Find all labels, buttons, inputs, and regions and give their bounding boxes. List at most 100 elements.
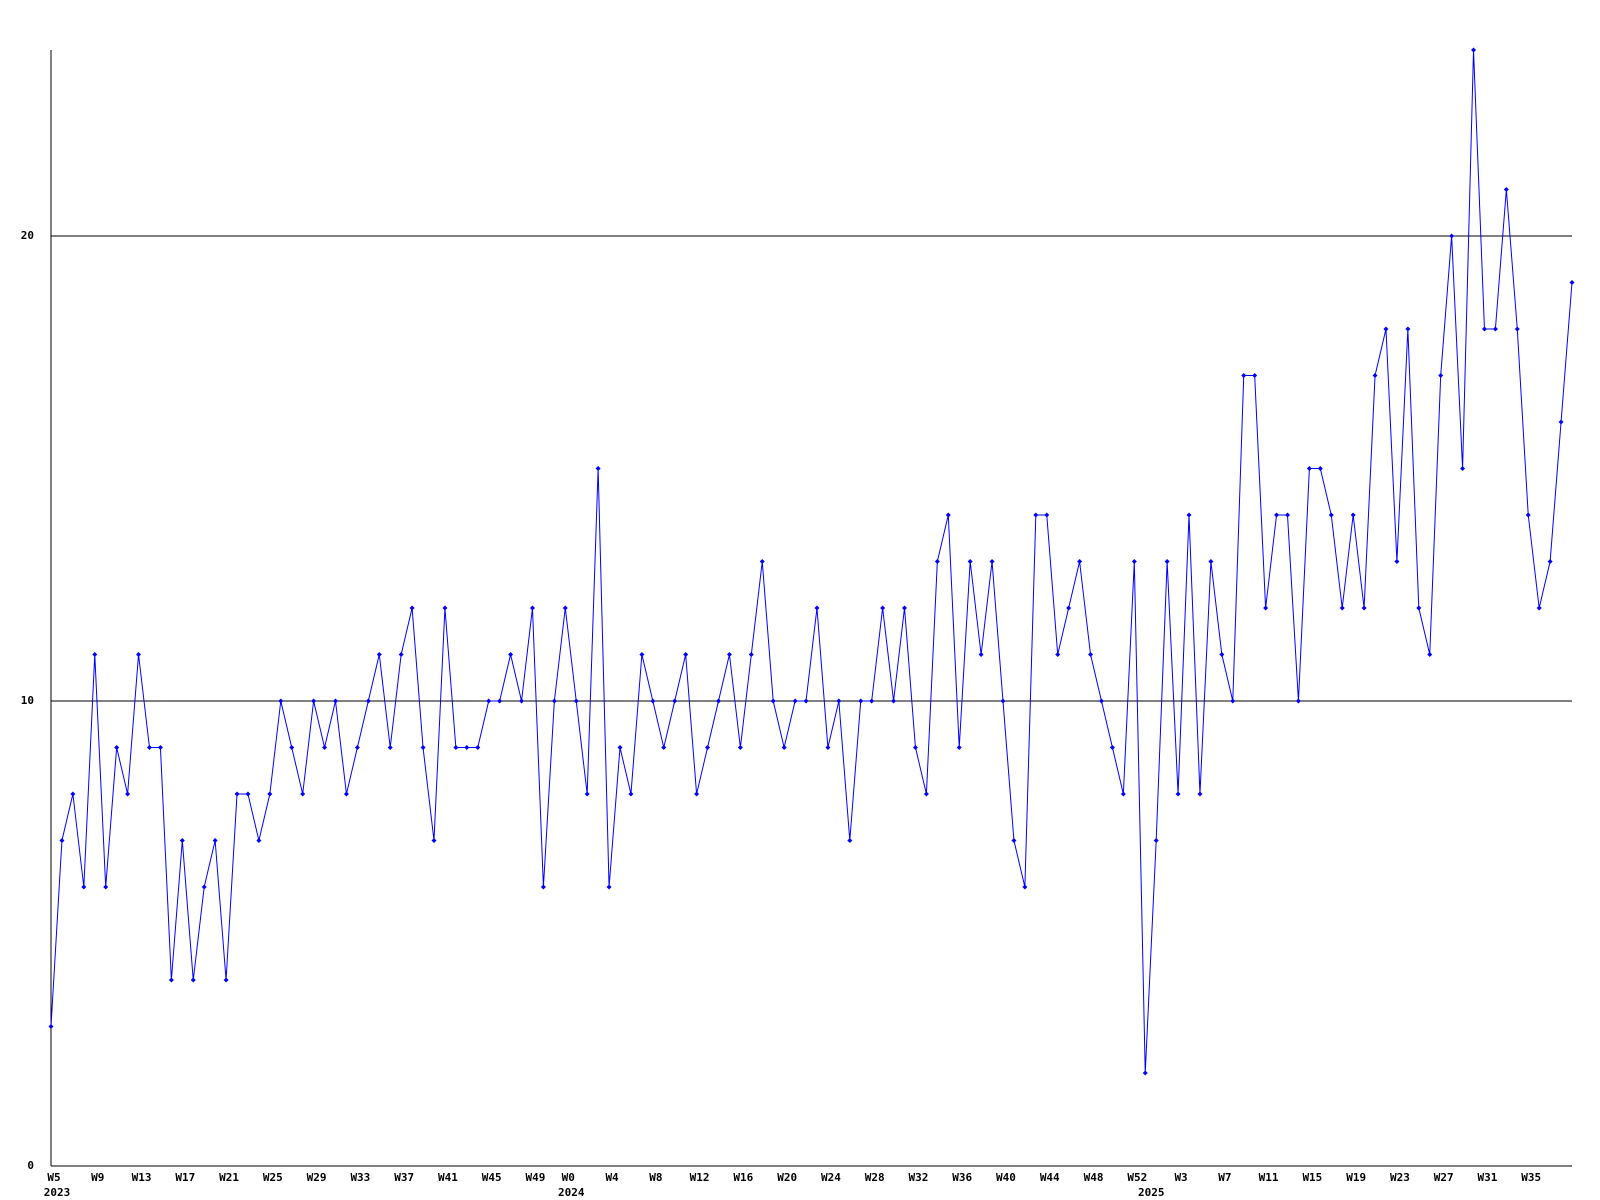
year-label: 2023 bbox=[44, 1186, 71, 1199]
data-point bbox=[1339, 605, 1345, 611]
data-point bbox=[1109, 745, 1115, 750]
x-tick-label: W45 bbox=[482, 1171, 502, 1184]
data-point bbox=[1175, 791, 1181, 797]
data-point bbox=[1558, 419, 1564, 425]
data-point bbox=[212, 838, 218, 843]
x-tick-label: W27 bbox=[1434, 1171, 1454, 1184]
data-point bbox=[1383, 326, 1389, 332]
data-point bbox=[956, 745, 962, 750]
data-point bbox=[223, 977, 229, 983]
data-point bbox=[1197, 791, 1203, 797]
data-point bbox=[1274, 512, 1280, 518]
data-point bbox=[1208, 559, 1214, 564]
data-point bbox=[1186, 512, 1192, 518]
data-point bbox=[453, 745, 459, 750]
data-point bbox=[1066, 605, 1072, 611]
data-point bbox=[431, 838, 437, 843]
data-point bbox=[1536, 605, 1542, 611]
x-tick-label: W25 bbox=[263, 1171, 283, 1184]
x-tick-label: W23 bbox=[1390, 1171, 1410, 1184]
data-point bbox=[639, 652, 645, 657]
data-point bbox=[1547, 559, 1553, 564]
data-point bbox=[967, 559, 973, 564]
data-point bbox=[1077, 559, 1083, 564]
data-point bbox=[661, 745, 667, 750]
data-point bbox=[234, 791, 240, 797]
x-tick-label: W36 bbox=[952, 1171, 972, 1184]
data-point bbox=[902, 605, 908, 611]
x-tick-label: W29 bbox=[307, 1171, 327, 1184]
data-point bbox=[1361, 605, 1367, 611]
y-tick-label: 10 bbox=[21, 694, 34, 707]
data-point bbox=[923, 791, 929, 797]
data-point bbox=[814, 605, 820, 611]
data-point bbox=[759, 559, 765, 564]
x-tick-label: W20 bbox=[777, 1171, 797, 1184]
x-tick-label: W5 bbox=[47, 1171, 60, 1184]
data-point bbox=[1055, 652, 1061, 657]
x-tick-label: W9 bbox=[91, 1171, 104, 1184]
data-point bbox=[945, 512, 951, 518]
data-point bbox=[891, 698, 897, 704]
data-point bbox=[1033, 512, 1039, 518]
x-tick-label: W4 bbox=[605, 1171, 619, 1184]
data-point bbox=[343, 791, 349, 797]
data-point bbox=[125, 791, 131, 797]
data-point bbox=[1120, 791, 1126, 797]
data-point bbox=[847, 838, 853, 843]
data-point bbox=[1241, 373, 1247, 378]
data-point bbox=[737, 745, 743, 750]
data-point bbox=[934, 559, 940, 564]
x-tick-label: W32 bbox=[909, 1171, 929, 1184]
data-point bbox=[1350, 512, 1356, 518]
data-point bbox=[540, 884, 546, 890]
data-point bbox=[278, 698, 284, 704]
x-tick-label: W52 bbox=[1127, 1171, 1147, 1184]
data-point bbox=[825, 745, 831, 750]
x-tick-label: W24 bbox=[821, 1171, 841, 1184]
data-point bbox=[650, 698, 656, 704]
data-point bbox=[606, 884, 612, 890]
data-point bbox=[1328, 512, 1334, 518]
data-point bbox=[869, 698, 875, 704]
x-tick-label: W28 bbox=[865, 1171, 885, 1184]
data-point bbox=[376, 652, 382, 657]
x-tick-label: W21 bbox=[219, 1171, 239, 1184]
data-point bbox=[715, 698, 721, 704]
data-point bbox=[1306, 466, 1312, 471]
data-point bbox=[92, 652, 98, 657]
x-tick-label: W11 bbox=[1259, 1171, 1279, 1184]
data-point bbox=[114, 745, 120, 750]
data-point bbox=[595, 466, 601, 471]
year-label: 2025 bbox=[1138, 1186, 1165, 1199]
data-point bbox=[486, 698, 492, 704]
data-point bbox=[475, 745, 481, 750]
data-point bbox=[1427, 652, 1433, 657]
data-point bbox=[519, 698, 525, 704]
data-point bbox=[311, 698, 317, 704]
data-point bbox=[48, 1024, 54, 1029]
data-point bbox=[1284, 512, 1290, 518]
data-point bbox=[1011, 838, 1017, 843]
data-point bbox=[365, 698, 371, 704]
x-tick-label: W48 bbox=[1084, 1171, 1104, 1184]
data-point bbox=[584, 791, 590, 797]
x-tick-label: W37 bbox=[394, 1171, 414, 1184]
x-tick-label: W33 bbox=[350, 1171, 370, 1184]
data-point bbox=[1471, 47, 1477, 53]
data-point bbox=[672, 698, 678, 704]
data-point bbox=[803, 698, 809, 704]
x-tick-label: W13 bbox=[132, 1171, 152, 1184]
data-point bbox=[726, 652, 732, 657]
x-tick-label: W17 bbox=[175, 1171, 195, 1184]
y-tick-label: 0 bbox=[27, 1159, 34, 1172]
x-tick-label: W16 bbox=[733, 1171, 753, 1184]
x-tick-label: W41 bbox=[438, 1171, 458, 1184]
data-point bbox=[333, 698, 339, 704]
data-point bbox=[1438, 373, 1444, 378]
data-point bbox=[146, 745, 152, 750]
data-point bbox=[398, 652, 404, 657]
data-point bbox=[1263, 605, 1269, 611]
